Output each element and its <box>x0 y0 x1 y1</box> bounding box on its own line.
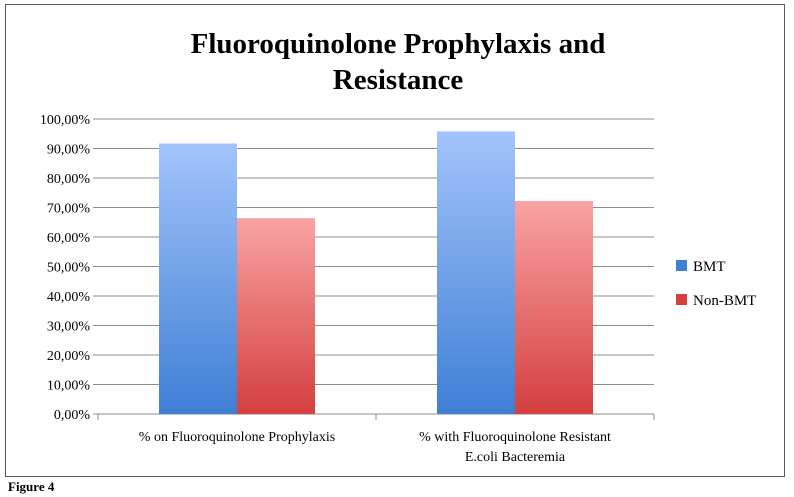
y-tick-label: 50,00% <box>47 261 91 276</box>
y-tick-label: 30,00% <box>47 320 91 335</box>
bar-non-bmt-1 <box>515 201 593 414</box>
legend: BMT Non-BMT <box>676 259 756 309</box>
chart-frame: Fluoroquinolone Prophylaxis and Resistanc… <box>5 4 785 477</box>
y-tick-label: 80,00% <box>47 172 91 187</box>
legend-label: Non-BMT <box>693 293 756 309</box>
chart-title-line: Resistance <box>333 64 464 96</box>
bar-non-bmt-0 <box>237 218 315 414</box>
y-tick-label: 100,00% <box>40 113 91 128</box>
y-tick-label: 10,00% <box>47 379 91 394</box>
bars <box>159 131 593 415</box>
y-tick-label: 0,00% <box>54 408 91 423</box>
y-tick-label: 90,00% <box>47 143 91 158</box>
figure-label: Figure 4 <box>8 479 55 494</box>
bar-bmt-1 <box>437 131 515 414</box>
legend-swatch-non-bmt <box>676 294 687 305</box>
legend-swatch-bmt <box>676 260 687 271</box>
y-tick-label: 20,00% <box>47 349 91 364</box>
chart-title: Fluoroquinolone Prophylaxis and Resistanc… <box>191 28 606 96</box>
legend-label: BMT <box>693 259 726 275</box>
y-axis-ticks: 0,00% 10,00% 20,00% 30,00% 40,00% 50,00% 60,00… <box>40 113 91 423</box>
y-tick-label: 60,00% <box>47 231 91 246</box>
y-tick-label: 40,00% <box>47 290 91 305</box>
chart: Fluoroquinolone Prophylaxis and Resistanc… <box>40 28 757 465</box>
x-category-label: E.coli Bacteremia <box>465 450 566 465</box>
x-axis-categories: % on Fluoroquinolone Prophylaxis % with F… <box>139 430 611 465</box>
x-category-label: % on Fluoroquinolone Prophylaxis <box>139 430 335 445</box>
chart-title-line: Fluoroquinolone Prophylaxis and <box>191 28 606 60</box>
bar-bmt-0 <box>159 143 237 415</box>
x-category-label: % with Fluoroquinolone Resistant <box>419 430 611 445</box>
y-tick-label: 70,00% <box>47 202 91 217</box>
